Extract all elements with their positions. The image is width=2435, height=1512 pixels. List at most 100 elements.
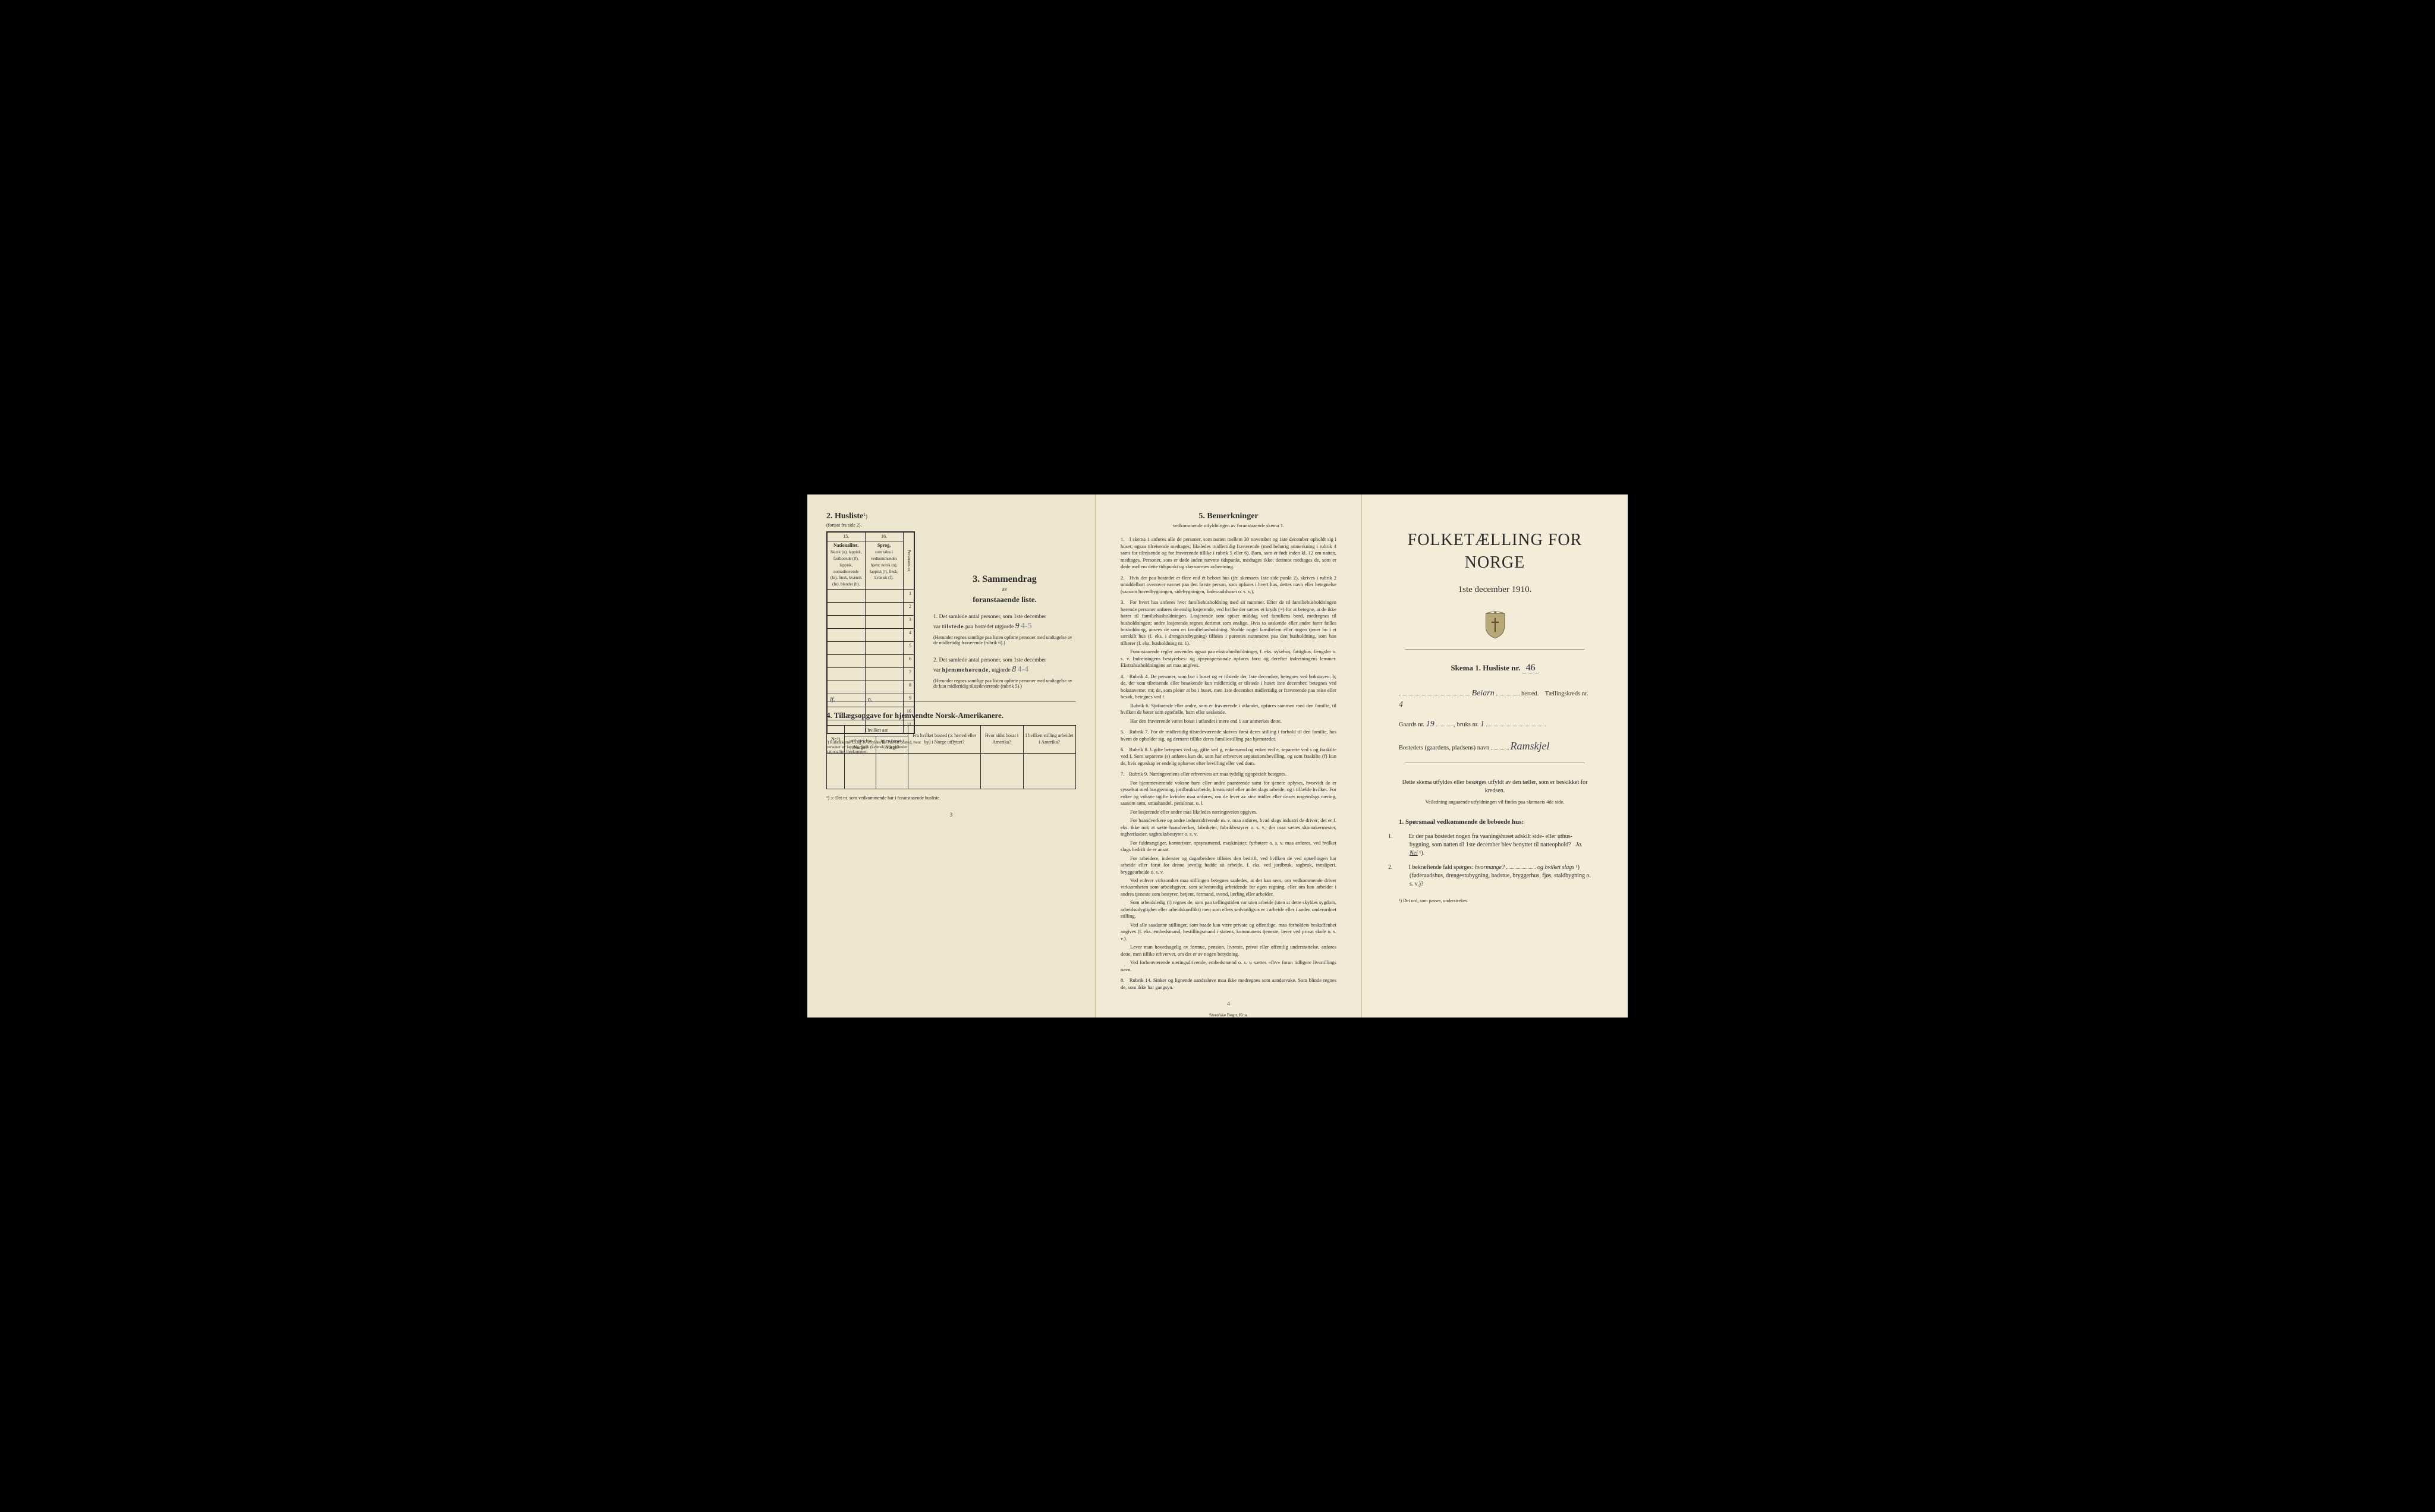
item1-annotation: 4-5 (1021, 622, 1032, 631)
q2-text: I bekræftende fald spørges: (1409, 864, 1474, 871)
q1-text: Er der paa bostedet nogen fra vaaningshu… (1409, 833, 1572, 848)
husliste-title: 2. Husliste (826, 512, 863, 521)
question-2: 2. I bekræftende fald spørges: hvormange… (1399, 864, 1591, 889)
row-num: 3 (903, 616, 914, 629)
row-num: 7 (903, 668, 914, 681)
bem-text: Hvis der paa bostedet er flere end ét be… (1121, 575, 1336, 594)
gaard-row: Gaards nr. 19 , bruks nr. 1 (1399, 719, 1591, 730)
item2-paren: (Herunder regnes samtlige paa listen opf… (933, 678, 1076, 689)
q-header-text: 1. Spørsmaal vedkommende de beboede hus: (1399, 818, 1524, 826)
instruct-text: Dette skema utfyldes eller besørges utfy… (1402, 779, 1588, 794)
bem-item: 1. I skema 1 anføres alle de personer, s… (1121, 536, 1336, 570)
q2-b: og hvilket slags (1537, 864, 1574, 871)
bem-para: For losjerende eller andre maa likeledes… (1121, 809, 1336, 815)
bem-para: Har den fraværende været bosat i utlande… (1121, 718, 1336, 724)
skema-label: Skema 1. Husliste nr. (1451, 663, 1520, 672)
nat-header: Nationalitet. (833, 543, 858, 548)
bem-text: Rubrik 4. De personer, som bor i huset o… (1121, 673, 1336, 700)
row-num: 9 (903, 694, 914, 707)
footnote2: ²) ɔ: Det nr. som vedkommende har i fora… (826, 795, 1076, 802)
bem-para: Lever man hovedsagelig av formue, pensio… (1121, 944, 1336, 957)
bem-para: For fuldmægtiger, kontorister, opsynsmæn… (1121, 840, 1336, 853)
row-num: 2 (903, 603, 914, 616)
page-number-3: 3 (826, 811, 1076, 818)
sammendrag-item-1: 1. Det samlede antal personer, som 1ste … (933, 613, 1076, 646)
row9-sprog: n. (865, 694, 903, 707)
bruk-label: bruks nr. (1457, 722, 1479, 728)
row-num: 8 (903, 681, 914, 694)
sprog-header-cell: Sprog, som tales i vedkommendes hjem: no… (865, 541, 903, 590)
bem-para: Ved forhenværende næringsdrivende, embed… (1121, 959, 1336, 973)
row-num: 6 (903, 655, 914, 668)
bem-item: 3. For hvert hus anføres hver familiehus… (1121, 599, 1336, 669)
bem-text: Rubrik 14. Sinker og lignende aandssløve… (1121, 977, 1336, 990)
bem-para: Foranstaaende regler anvendes ogsaa paa … (1121, 648, 1336, 669)
item2-annotation: 4-4 (1017, 665, 1028, 674)
sammendrag-av: av (933, 585, 1076, 593)
bem-para: Ved alle saadanne stillinger, som baade … (1121, 922, 1336, 942)
bem-text: Rubrik 8. Ugifte betegnes ved ug, gifte … (1121, 746, 1336, 766)
questions-section: 1. Spørsmaal vedkommende de beboede hus:… (1399, 818, 1591, 889)
q2-paren: (føderaadshus, drengestubygning, badstue… (1410, 872, 1591, 887)
divider (1405, 649, 1585, 650)
bem-para: For haandverkere og andre industridriven… (1121, 817, 1336, 837)
t4-c3: Hvor sidst bosat i Amerika? (980, 726, 1023, 753)
q2-sup: ¹) (1576, 864, 1580, 871)
bosted-value: Ramskjel (1510, 740, 1549, 752)
gaard-label: Gaards nr. (1399, 722, 1424, 728)
table-footnote: ¹) Rubrikkerne 15 og 16 utfyldes for eth… (826, 740, 921, 755)
census-date: 1ste december 1910. (1381, 584, 1609, 596)
bem-item: 5. Rubrik 7. For de midlertidig tilstede… (1121, 729, 1336, 742)
herred-row: Beiarn herred. Tællingskreds nr. 4 (1399, 688, 1591, 711)
item2-value: 8 (1012, 665, 1016, 674)
row-num: 1 (903, 590, 914, 603)
kreds-value: 4 (1399, 700, 1403, 709)
bem-para: For hjemmeværende voksne barn eller andr… (1121, 780, 1336, 807)
item1-lead: 1. Det samlede antal personer, som 1ste … (933, 614, 1046, 620)
coat-of-arms-icon (1483, 609, 1508, 640)
bruk-value: 1 (1480, 720, 1484, 729)
bem-para: Som arbeidsledig (l) regnes de, som paa … (1121, 899, 1336, 919)
bem-para: Ved enhver virksomhet maa stillingen bet… (1121, 877, 1336, 897)
t4-c4: I hvilken stilling arbeidet i Amerika? (1023, 726, 1076, 753)
bemerkninger-title: 5. Bemerkninger (1115, 511, 1342, 522)
herred-value: Beiarn (1472, 689, 1495, 698)
bem-para: For arbeidere, inderster og dagarbeidere… (1121, 855, 1336, 875)
col-15: 15. (827, 532, 865, 541)
bem-item: 8. Rubrik 14. Sinker og lignende aandssl… (1121, 977, 1336, 991)
bem-item: 2. Hvis der paa bostedet er flere end ét… (1121, 575, 1336, 595)
page-left: 2. Husliste1) (fortsat fra side 2). 15. … (807, 494, 1096, 1018)
row-num: 11 (903, 720, 914, 733)
row-num: 4 (903, 629, 914, 642)
bem-item: 4. Rubrik 4. De personer, som bor i huse… (1121, 673, 1336, 724)
sprog-header: Sprog, (877, 543, 891, 548)
q-header: 1. Spørsmaal vedkommende de beboede hus: (1399, 818, 1591, 827)
item1-value: 9 (1015, 622, 1020, 631)
bem-item: 6. Rubrik 8. Ugifte betegnes ved ug, gif… (1121, 746, 1336, 767)
row9-nat: lf. (827, 694, 865, 707)
bem-item: 7. Rubrik 9. Næringsveiens eller erhverv… (1121, 771, 1336, 973)
nat-text: Norsk (n), lappisk, fastboende (lf), lap… (830, 550, 862, 587)
nat-header-cell: Nationalitet. Norsk (n), lappisk, fastbo… (827, 541, 865, 590)
census-document: 2. Husliste1) (fortsat fra side 2). 15. … (807, 494, 1628, 1018)
printer-mark: Steen'ske Bogtr. Kr.a. (1115, 1012, 1342, 1018)
bem-text: For hvert hus anføres hver familiehushol… (1121, 599, 1336, 646)
footnote-3: ¹) Det ord, som passer, understrekes. (1399, 898, 1591, 905)
veiledning: Veiledning angaaende utfyldningen vil fi… (1381, 799, 1609, 805)
q1-nei: Nei (1410, 850, 1418, 856)
sammendrag-item-2: 2. Det samlede antal personer, som 1ste … (933, 657, 1076, 689)
bem-para: Rubrik 6. Sjøfarende eller andre, som er… (1121, 703, 1336, 716)
skema-line: Skema 1. Husliste nr. 46 (1381, 662, 1609, 675)
sprog-text: som tales i vedkommendes hjem: norsk (n)… (870, 550, 898, 580)
q1-ja: Ja. (1575, 842, 1583, 848)
bemerkninger-sub: vedkommende utfyldningen av foranstaaend… (1115, 522, 1342, 529)
row-num: 5 (903, 642, 914, 655)
bemerkninger-list: 1. I skema 1 anføres alle de personer, s… (1115, 536, 1342, 991)
herred-label: herred. (1521, 691, 1539, 697)
bem-text: Rubrik 9. Næringsveiens eller erhvervets… (1129, 771, 1286, 777)
bem-text: Rubrik 7. For de midlertidig tilstedevær… (1121, 729, 1336, 741)
skema-nr: 46 (1522, 663, 1539, 673)
item2-lead: 2. Det samlede antal personer, som 1ste … (933, 657, 1046, 663)
question-1: 1. Er der paa bostedet nogen fra vaaning… (1399, 833, 1591, 858)
kreds-label: Tællingskreds nr. (1545, 691, 1588, 697)
